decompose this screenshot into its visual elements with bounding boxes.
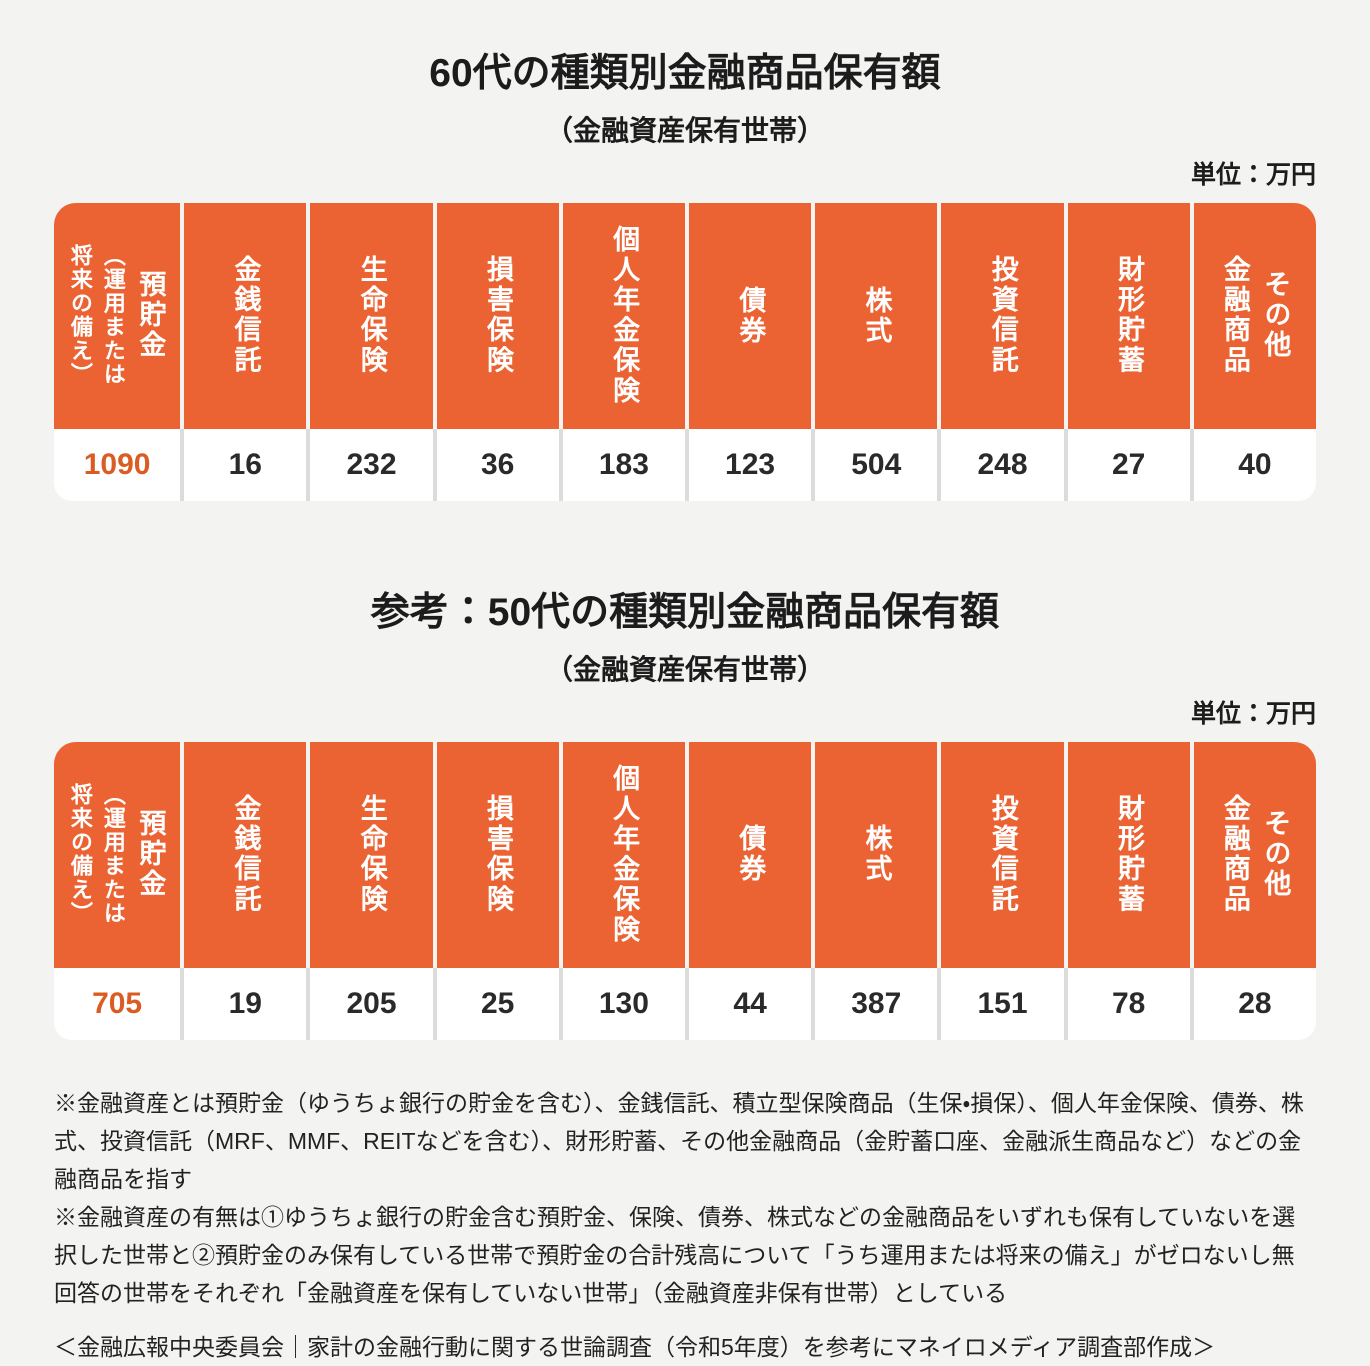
col-personal-annuity-label: 個人年金保険 — [609, 763, 640, 946]
table2-subtitle: （金融資産保有世帯） — [544, 653, 825, 685]
footnote-definition: ※金融資産とは預貯金（ゆうちょ銀行の貯金を含む）、金銭信託、積立型保険商品（生保… — [54, 1089, 1304, 1192]
table1-value-other-products: 40 — [1189, 428, 1316, 501]
col-deposits-label: 預貯金 （運用または 将来の備え） — [64, 783, 171, 926]
footnote-criteria: ※金融資産の有無は①ゆうちょ銀行の貯金含む預貯金、保険、債券、株式などの金融商品… — [54, 1203, 1296, 1306]
table2-title: 参考：50代の種類別金融商品保有額 — [370, 590, 1000, 634]
col-deposits-sub: （運用または 将来の備え） — [67, 244, 126, 388]
col-investment-trust-label: 投資信託 — [987, 794, 1018, 915]
col-header-zaikei-savings: 財形貯蓄 — [1063, 741, 1190, 968]
table1-subtitle: （金融資産保有世帯） — [544, 114, 825, 146]
table1-value-money-trust: 16 — [180, 428, 307, 501]
col-bonds-label: 債券 — [735, 285, 766, 346]
col-header-money-trust: 金銭信託 — [180, 741, 307, 968]
col-header-life-insurance: 生命保険 — [306, 202, 433, 429]
col-zaikei-savings-label: 財形貯蓄 — [1113, 794, 1144, 915]
table-60s: 預貯金 （運用または 将来の備え） 金銭信託 生命保険 損害保険 個人年金保険 債… — [54, 202, 1316, 501]
col-personal-annuity-label: 個人年金保険 — [609, 225, 640, 407]
table1-value-life-insurance: 232 — [306, 428, 433, 501]
col-header-nonlife-insurance: 損害保険 — [432, 202, 559, 429]
col-header-nonlife-insurance: 損害保険 — [432, 741, 559, 968]
table2-value-stocks: 387 — [811, 967, 938, 1040]
table2-value-row: 705 19 205 25 130 44 387 151 78 28 — [54, 967, 1316, 1040]
table2-value-personal-annuity: 130 — [558, 967, 685, 1040]
table2-value-investment-trust: 151 — [937, 967, 1064, 1040]
col-zaikei-savings-label: 財形貯蓄 — [1113, 255, 1144, 377]
col-header-bonds: 債券 — [684, 741, 812, 968]
col-header-life-insurance: 生命保険 — [306, 741, 433, 968]
table2-value-bonds: 44 — [684, 967, 812, 1040]
col-nonlife-insurance-label: 損害保険 — [482, 255, 513, 377]
table2-header-row: 預貯金 （運用または 将来の備え） 金銭信託 生命保険 損害保険 個人年金保険 債… — [54, 741, 1316, 968]
col-header-deposits: 預貯金 （運用または 将来の備え） — [54, 202, 181, 429]
col-header-investment-trust: 投資信託 — [937, 741, 1064, 968]
table1-value-personal-annuity: 183 — [558, 428, 685, 501]
section-50s: 参考：50代の種類別金融商品保有額 （金融資産保有世帯） 単位：万円 預貯金 （運… — [0, 589, 1370, 1040]
col-header-other-products: その他 金融商品 — [1189, 202, 1316, 429]
table-50s: 預貯金 （運用または 将来の備え） 金銭信託 生命保険 損害保険 個人年金保険 債… — [54, 741, 1316, 1040]
source-line: ＜金融広報中央委員会｜家計の金融行動に関する世論調査（令和5年度）を参考にマネイ… — [54, 1333, 1216, 1360]
col-header-zaikei-savings: 財形貯蓄 — [1063, 202, 1190, 429]
col-header-deposits: 預貯金 （運用または 将来の備え） — [54, 741, 181, 968]
col-header-investment-trust: 投資信託 — [937, 202, 1064, 429]
col-stocks-label: 株式 — [861, 285, 892, 346]
col-header-money-trust: 金銭信託 — [180, 202, 307, 429]
table2-unit-label: 単位：万円 — [1190, 699, 1316, 728]
table2-value-life-insurance: 205 — [306, 967, 433, 1040]
col-life-insurance-label: 生命保険 — [356, 255, 387, 377]
table1-title: 60代の種類別金融商品保有額 — [429, 52, 941, 95]
table1-value-bonds: 123 — [684, 428, 812, 501]
table1-header-row: 預貯金 （運用または 将来の備え） 金銭信託 生命保険 損害保険 個人年金保険 債… — [54, 202, 1316, 429]
table1-value-row: 1090 16 232 36 183 123 504 248 27 40 — [54, 428, 1316, 501]
col-header-personal-annuity: 個人年金保険 — [558, 202, 685, 429]
col-life-insurance-label: 生命保険 — [356, 794, 387, 915]
col-header-other-products: その他 金融商品 — [1189, 741, 1316, 968]
col-deposits-main: 預貯金 — [135, 809, 166, 900]
col-deposits-sub: （運用または 将来の備え） — [67, 783, 126, 926]
table2-value-nonlife-insurance: 25 — [432, 967, 559, 1040]
col-header-stocks: 株式 — [811, 741, 938, 968]
col-investment-trust-label: 投資信託 — [987, 255, 1018, 377]
section-60s: 60代の種類別金融商品保有額 （金融資産保有世帯） 単位：万円 預貯金 （運用また… — [0, 50, 1370, 501]
col-nonlife-insurance-label: 損害保険 — [482, 794, 513, 915]
col-header-personal-annuity: 個人年金保険 — [558, 741, 685, 968]
table2-value-zaikei-savings: 78 — [1063, 967, 1190, 1040]
col-stocks-label: 株式 — [861, 824, 892, 885]
col-money-trust-label: 金銭信託 — [230, 794, 261, 915]
col-deposits-main: 預貯金 — [135, 270, 166, 362]
table1-unit-label: 単位：万円 — [1190, 160, 1316, 189]
table1-value-investment-trust: 248 — [937, 428, 1064, 501]
table1-value-stocks: 504 — [811, 428, 938, 501]
table1-value-nonlife-insurance: 36 — [432, 428, 559, 501]
col-header-bonds: 債券 — [684, 202, 812, 429]
footnotes: ※金融資産とは預貯金（ゆうちょ銀行の貯金を含む）、金銭信託、積立型保険商品（生保… — [54, 1084, 1316, 1312]
col-money-trust-label: 金銭信託 — [230, 255, 261, 377]
table2-value-money-trust: 19 — [180, 967, 307, 1040]
table2-value-other-products: 28 — [1189, 967, 1316, 1040]
col-other-products-label: その他 金融商品 — [1219, 794, 1291, 915]
col-other-products-label: その他 金融商品 — [1219, 255, 1291, 377]
col-bonds-label: 債券 — [735, 824, 766, 885]
col-deposits-label: 預貯金 （運用または 将来の備え） — [64, 244, 171, 387]
col-header-stocks: 株式 — [811, 202, 938, 429]
table2-value-deposits: 705 — [54, 967, 181, 1040]
table1-value-zaikei-savings: 27 — [1063, 428, 1190, 501]
table1-value-deposits: 1090 — [54, 428, 181, 501]
